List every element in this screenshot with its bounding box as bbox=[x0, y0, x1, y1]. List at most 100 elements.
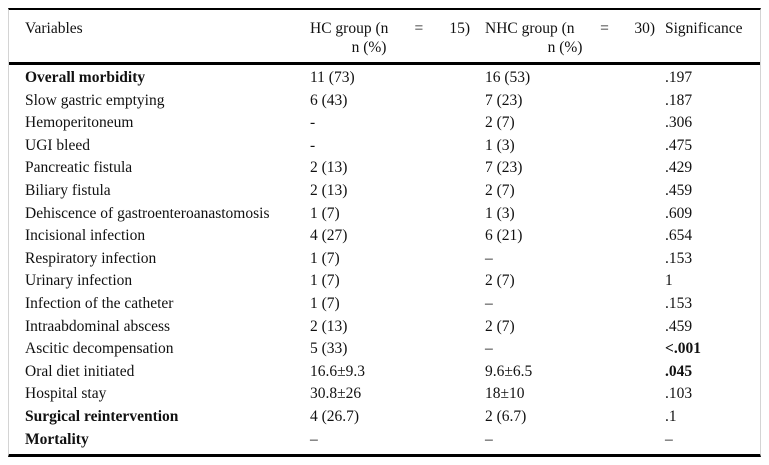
table-row: Mortality – – – bbox=[9, 429, 760, 452]
nhc-value-cell: 16 (53) bbox=[485, 69, 531, 86]
table-row: Hospital stay 30.8±26 18±10 .103 bbox=[9, 383, 760, 406]
table-row: Infection of the catheter 1 (7) – .153 bbox=[9, 293, 760, 316]
hc-value-cell: 1 (7) bbox=[310, 204, 340, 222]
variable-cell: Hemoperitoneum bbox=[25, 114, 134, 132]
hc-value-cell: 1 (7) bbox=[310, 272, 340, 290]
significance-cell: .153 bbox=[665, 249, 693, 267]
variable-cell: Hospital stay bbox=[25, 385, 107, 403]
hc-group-header-line: HC group (n = 15) bbox=[310, 19, 470, 38]
nhc-value-cell: 18±10 bbox=[485, 385, 525, 403]
column-header-hc-group: HC group (n = 15) n (%) bbox=[310, 19, 485, 57]
table-row: Incisional infection 4 (27) 6 (21) .654 bbox=[9, 225, 760, 248]
hc-value-cell: - bbox=[310, 136, 316, 154]
nhc-value-cell: – bbox=[485, 430, 493, 448]
significance-cell: .609 bbox=[665, 204, 693, 222]
variable-cell: Urinary infection bbox=[25, 272, 133, 290]
hc-value-cell: 4 (27) bbox=[310, 227, 348, 245]
table-row: Ascitic decompensation 5 (33) – <.001 bbox=[9, 338, 760, 361]
variable-cell: Biliary fistula bbox=[25, 181, 111, 199]
hc-value-cell: 1 (7) bbox=[310, 294, 340, 312]
column-header-significance: Significance bbox=[665, 20, 743, 37]
table-row: Biliary fistula 2 (13) 2 (7) .459 bbox=[9, 180, 760, 203]
nhc-value-cell: 2 (7) bbox=[485, 114, 515, 132]
significance-cell: .103 bbox=[665, 385, 693, 403]
nhc-group-subheader: n (%) bbox=[547, 39, 583, 56]
significance-cell: .459 bbox=[665, 317, 693, 335]
variable-cell: Infection of the catheter bbox=[25, 294, 174, 312]
nhc-value-cell: – bbox=[485, 294, 493, 312]
variable-cell: Dehiscence of gastroenteroanastomosis bbox=[25, 204, 270, 222]
nhc-value-cell: 2 (7) bbox=[485, 181, 515, 199]
hc-group-n: 15) bbox=[449, 20, 470, 37]
significance-cell: .153 bbox=[665, 294, 693, 312]
hc-value-cell: 16.6±9.3 bbox=[310, 362, 366, 380]
table-row: Overall morbidity 11 (73) 16 (53) .197 bbox=[9, 67, 760, 90]
hc-group-subheader: n (%) bbox=[351, 39, 387, 56]
nhc-value-cell: 6 (21) bbox=[485, 227, 523, 245]
significance-cell: .459 bbox=[665, 181, 693, 199]
hc-value-cell: 6 (43) bbox=[310, 91, 348, 109]
nhc-value-cell: – bbox=[485, 249, 493, 267]
significance-cell: <.001 bbox=[665, 340, 701, 358]
significance-cell: .1 bbox=[665, 407, 677, 425]
significance-cell: .045 bbox=[665, 362, 693, 380]
hc-value-cell: 4 (26.7) bbox=[310, 407, 360, 425]
hc-group-equals: = bbox=[414, 20, 424, 37]
significance-cell: .654 bbox=[665, 227, 693, 245]
hc-value-cell: 11 (73) bbox=[310, 69, 355, 86]
nhc-group-label: NHC group (n bbox=[485, 20, 575, 37]
nhc-value-cell: 1 (3) bbox=[485, 204, 515, 222]
variable-cell: Overall morbidity bbox=[25, 69, 146, 86]
column-header-variables: Variables bbox=[25, 20, 83, 37]
nhc-group-header-line: NHC group (n = 30) bbox=[485, 19, 655, 38]
variable-cell: Slow gastric emptying bbox=[25, 91, 165, 109]
table-body: Overall morbidity 11 (73) 16 (53) .197 S… bbox=[9, 65, 760, 454]
nhc-value-cell: 9.6±6.5 bbox=[485, 362, 533, 380]
nhc-value-cell: 7 (23) bbox=[485, 91, 523, 109]
variable-cell: Incisional infection bbox=[25, 227, 146, 245]
hc-value-cell: 2 (13) bbox=[310, 181, 348, 199]
variable-cell: Surgical reintervention bbox=[25, 407, 179, 425]
significance-cell: .197 bbox=[665, 69, 693, 86]
variable-cell: Mortality bbox=[25, 430, 89, 448]
hc-value-cell: 5 (33) bbox=[310, 340, 348, 358]
nhc-value-cell: 1 (3) bbox=[485, 136, 515, 154]
table-row: Surgical reintervention 4 (26.7) 2 (6.7)… bbox=[9, 406, 760, 429]
table-row: Respiratory infection 1 (7) – .153 bbox=[9, 248, 760, 271]
variable-cell: Respiratory infection bbox=[25, 249, 157, 267]
nhc-group-equals: = bbox=[600, 20, 609, 37]
variable-cell: Ascitic decompensation bbox=[25, 340, 174, 358]
nhc-value-cell: 7 (23) bbox=[485, 159, 523, 177]
variable-cell: Pancreatic fistula bbox=[25, 159, 133, 177]
hc-group-label: HC group (n bbox=[310, 20, 389, 37]
hc-value-cell: – bbox=[310, 430, 318, 448]
nhc-value-cell: 2 (7) bbox=[485, 317, 515, 335]
table-row: Oral diet initiated 16.6±9.3 9.6±6.5 .04… bbox=[9, 361, 760, 384]
significance-cell: .187 bbox=[665, 91, 693, 109]
hc-value-cell: 2 (13) bbox=[310, 159, 348, 177]
significance-cell: .306 bbox=[665, 114, 693, 132]
variable-cell: UGI bleed bbox=[25, 136, 90, 154]
significance-cell: 1 bbox=[665, 272, 673, 290]
hc-value-cell: 2 (13) bbox=[310, 317, 348, 335]
hc-value-cell: 1 (7) bbox=[310, 249, 340, 267]
table-row: Dehiscence of gastroenteroanastomosis 1 … bbox=[9, 203, 760, 226]
significance-cell: – bbox=[665, 430, 673, 448]
nhc-value-cell: 2 (6.7) bbox=[485, 407, 527, 425]
variable-cell: Intraabdominal abscess bbox=[25, 317, 171, 335]
table-row: Hemoperitoneum - 2 (7) .306 bbox=[9, 112, 760, 135]
significance-cell: .429 bbox=[665, 159, 693, 177]
comparison-table: Variables HC group (n = 15) n (%) NHC gr… bbox=[8, 8, 761, 458]
column-header-nhc-group: NHC group (n = 30) n (%) bbox=[485, 19, 665, 57]
nhc-group-n: 30) bbox=[634, 20, 655, 37]
hc-value-cell: 30.8±26 bbox=[310, 385, 362, 403]
table-row: Pancreatic fistula 2 (13) 7 (23) .429 bbox=[9, 157, 760, 180]
table-row: UGI bleed - 1 (3) .475 bbox=[9, 135, 760, 158]
nhc-value-cell: 2 (7) bbox=[485, 272, 515, 290]
hc-value-cell: - bbox=[310, 114, 316, 132]
variable-cell: Oral diet initiated bbox=[25, 362, 135, 380]
table-row: Slow gastric emptying 6 (43) 7 (23) .187 bbox=[9, 90, 760, 113]
table-row: Intraabdominal abscess 2 (13) 2 (7) .459 bbox=[9, 316, 760, 339]
significance-cell: .475 bbox=[665, 136, 693, 154]
